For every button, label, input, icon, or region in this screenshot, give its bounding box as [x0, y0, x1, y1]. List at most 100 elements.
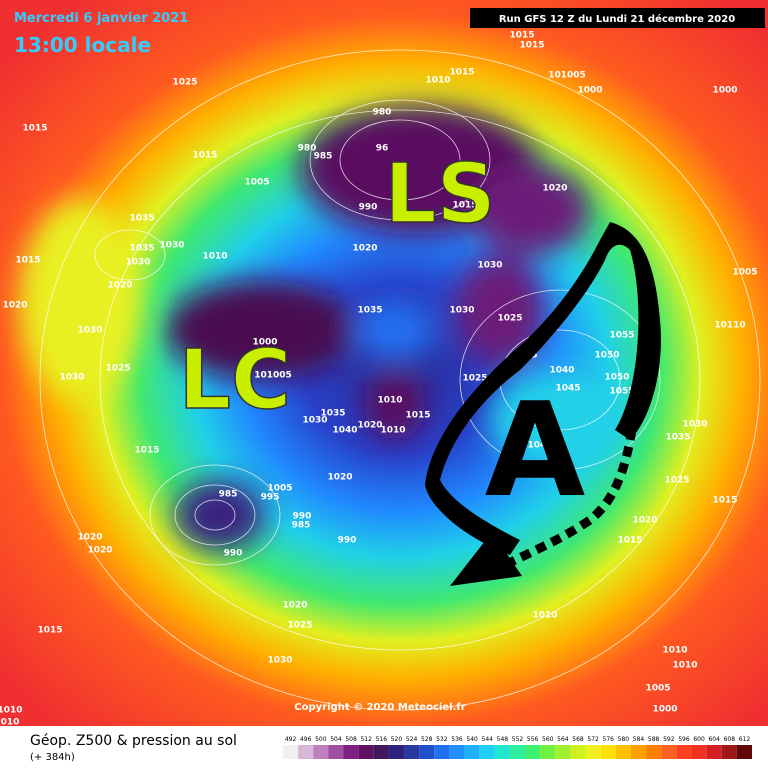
isobar-label: 101005 [548, 71, 586, 81]
colorbar-label: 592 [663, 736, 675, 743]
isobar-label: 1015 [134, 446, 159, 456]
isobar-label: 1020 [357, 421, 382, 431]
legend-title: Géop. Z500 & pression au sol [30, 733, 237, 749]
isobar-label: 10110 [714, 321, 745, 331]
isobar-label: 1020 [327, 473, 352, 483]
isobar-label: 985 [292, 521, 311, 531]
color-swatch [313, 745, 329, 759]
color-swatch [570, 745, 586, 759]
run-box [470, 8, 765, 28]
isobar-label: 1030 [682, 420, 707, 430]
isobar-label: 1015 [509, 31, 534, 41]
isobar-label: 1020 [542, 184, 567, 194]
isobar-label: 1020 [107, 281, 132, 291]
isobar-label: 1000 [252, 338, 277, 348]
color-swatch [630, 745, 647, 759]
isobar-label: 1035 [129, 214, 154, 224]
isobar-label: 980 [373, 108, 392, 118]
isobar-label: 1015 [37, 626, 62, 636]
isobar-label: 1015 [15, 256, 40, 266]
color-swatch [404, 745, 420, 759]
isobar-label: 1010 [0, 706, 23, 716]
label-lc: LC [179, 333, 291, 428]
isobar-label: 1005 [732, 268, 757, 278]
isobar-label: 1030 [159, 241, 184, 251]
isobar-label: 1020 [77, 533, 102, 543]
color-swatch [419, 745, 435, 759]
isobar-label: 1020 [2, 301, 27, 311]
colorbar-label: 496 [300, 736, 312, 743]
height-anomalies [20, 105, 630, 550]
isobar-label: 1010 [425, 76, 450, 86]
isobar-label: 1000 [577, 86, 602, 96]
isobar-label: 1055 [609, 387, 634, 397]
isobar-label: 985 [314, 152, 333, 162]
isobar-label: 1045 [555, 384, 580, 394]
color-swatch [736, 745, 752, 759]
colorbar-label: 572 [587, 736, 599, 743]
colorbar-label: 512 [360, 736, 372, 743]
color-swatch [661, 745, 677, 759]
colorbar-label: 588 [648, 736, 660, 743]
isobar-label: 1005 [645, 684, 670, 694]
colorbar-label: 580 [618, 736, 630, 743]
label-a: A [485, 374, 586, 526]
colorbar-label: 520 [391, 736, 403, 743]
isobar-label: 1010 [202, 252, 227, 262]
colorbar-label: 608 [724, 736, 736, 743]
isobar-label: 1025 [105, 364, 130, 374]
isobar-label: 990 [293, 512, 312, 522]
color-swatch [525, 745, 541, 759]
colorbar-label: 560 [542, 736, 554, 743]
color-swatch [343, 745, 359, 759]
isobar-label: 1000 [712, 86, 737, 96]
color-swatch [600, 745, 616, 759]
colorbar-label: 532 [436, 736, 448, 743]
isobar-label: 1015 [22, 124, 47, 134]
color-swatch [615, 745, 631, 759]
color-swatch [373, 745, 389, 759]
colorbar-label: 600 [693, 736, 705, 743]
isobar-label: 990 [338, 536, 357, 546]
colorbar-label: 500 [315, 736, 327, 743]
color-swatch [388, 745, 405, 759]
isobar-label: 1005 [267, 484, 292, 494]
isobar-label: 96 [376, 144, 389, 154]
colorbar-label: 536 [451, 736, 463, 743]
legend-subtitle: (+ 384h) [30, 752, 75, 763]
colorbar-label: 508 [345, 736, 357, 743]
isobar-label: 1030 [302, 416, 327, 426]
isobar-label: 1025 [172, 78, 197, 88]
color-swatch [328, 745, 344, 759]
isobar-label: 990 [359, 203, 378, 213]
isobar-label: 980 [298, 144, 317, 154]
isobar-label: 1025 [287, 621, 312, 631]
isobar-label: 1010 [662, 646, 687, 656]
colorbar-label: 604 [708, 736, 720, 743]
color-swatch [464, 745, 480, 759]
color-swatch [691, 745, 707, 759]
isobar-label: 1015 [192, 151, 217, 161]
isobar-label: 1030 [59, 373, 84, 383]
isobar-label: 1015 [519, 41, 544, 51]
isobar-label: 1010 [532, 611, 557, 621]
isobar-label: 1035 [320, 409, 345, 419]
isobar-label: 1035 [665, 433, 690, 443]
isobar-label: 010 [1, 718, 20, 728]
colorbar-label: 524 [406, 736, 418, 743]
isobar-label: 995 [261, 493, 280, 503]
isobar-label: 1015 [617, 536, 642, 546]
isobar-label: 1025 [664, 476, 689, 486]
isobar-label: 1010 [380, 426, 405, 436]
colorbar-label: 504 [330, 736, 342, 743]
isobar-label: 1035 [357, 306, 382, 316]
color-swatch [540, 745, 556, 759]
color-swatch [555, 745, 571, 759]
isobar-label: 1040 [549, 366, 574, 376]
isobar-label: 1020 [282, 601, 307, 611]
arrow-head [450, 532, 522, 586]
isobar-label: 1000 [652, 705, 677, 715]
color-swatch [509, 745, 526, 759]
